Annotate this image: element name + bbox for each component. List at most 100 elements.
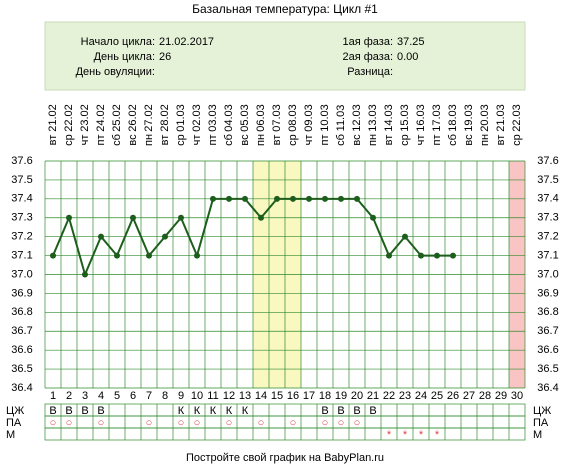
x-tick-label: 13 — [239, 390, 251, 402]
y-tick-label: 36.9 — [11, 287, 32, 299]
x-tick-label: 4 — [98, 390, 104, 402]
temperature-point — [66, 214, 72, 221]
y-tick-label-right: 36.9 — [537, 287, 558, 299]
y-tick-label-right: 37.6 — [537, 155, 558, 167]
row-label: ПА — [6, 417, 22, 429]
row-label-right: ЦЖ — [533, 405, 551, 417]
temperature-point — [82, 271, 88, 278]
date-label: 07.03 — [271, 104, 283, 132]
x-tick-label: 17 — [303, 390, 315, 402]
row-mark: ○ — [146, 417, 153, 429]
x-tick-label: 3 — [82, 390, 88, 402]
temperature-point — [418, 252, 424, 259]
date-label: 27.02 — [143, 104, 155, 132]
y-tick-label-right: 37.0 — [537, 268, 558, 280]
row-mark: * — [403, 429, 408, 441]
date-label: 08.03 — [287, 104, 299, 132]
footer: Постройте свой график на BabyPlan.ru — [186, 452, 384, 464]
weekday-label: ср — [511, 134, 523, 146]
info-label: 1ая фаза: — [342, 36, 393, 48]
row-mark: К — [178, 405, 185, 417]
weekday-label: пт — [207, 135, 219, 146]
row-mark: ○ — [290, 417, 297, 429]
weekday-label: ср — [175, 134, 187, 146]
date-label: 05.03 — [239, 104, 251, 132]
x-tick-label: 8 — [162, 390, 168, 402]
date-label: 26.02 — [127, 104, 139, 132]
weekday-label: ср — [287, 134, 299, 146]
weekday-label: пн — [479, 134, 491, 146]
info-label: День цикла: — [94, 51, 155, 63]
y-tick-label-right: 37.4 — [537, 193, 558, 205]
row-mark: В — [65, 405, 72, 417]
date-label: 02.03 — [191, 104, 203, 132]
temperature-point — [130, 214, 136, 221]
weekday-label: вс — [239, 134, 251, 146]
y-tick-label: 37.1 — [11, 249, 32, 261]
date-label: 21.02 — [47, 104, 59, 132]
weekday-label: чт — [191, 135, 203, 146]
x-tick-label: 23 — [399, 390, 411, 402]
date-label: 20.03 — [479, 104, 491, 132]
y-tick-label-right: 37.2 — [537, 231, 558, 243]
y-tick-label-right: 36.5 — [537, 363, 558, 375]
date-label: 22.03 — [511, 104, 523, 132]
temperature-point — [162, 233, 168, 240]
info-label: Разница: — [347, 66, 393, 78]
row-mark: В — [81, 405, 88, 417]
weekday-label: чт — [415, 135, 427, 146]
row-mark: ○ — [322, 417, 329, 429]
date-label: 01.03 — [175, 104, 187, 132]
date-label: 03.03 — [207, 104, 219, 132]
date-label: 06.03 — [255, 104, 267, 132]
row-label: М — [6, 429, 15, 441]
temperature-point — [50, 252, 56, 259]
y-tick-label-right: 36.7 — [537, 325, 558, 337]
x-tick-label: 20 — [351, 390, 363, 402]
weekday-label: вт — [47, 135, 59, 146]
y-tick-label: 36.5 — [11, 363, 32, 375]
temperature-point — [338, 195, 344, 202]
row-mark: * — [387, 429, 392, 441]
date-label: 12.03 — [351, 104, 363, 132]
temperature-point — [98, 233, 104, 240]
weekday-label: сб — [447, 134, 459, 146]
date-label: 09.03 — [303, 104, 315, 132]
y-tick-label: 37.4 — [11, 193, 32, 205]
date-label: 16.03 — [415, 104, 427, 132]
y-tick-label: 36.4 — [11, 382, 32, 394]
row-mark: ○ — [66, 417, 73, 429]
row-mark: ○ — [178, 417, 185, 429]
date-label: 28.02 — [159, 104, 171, 132]
temperature-point — [434, 252, 440, 259]
row-mark: * — [419, 429, 424, 441]
x-tick-label: 14 — [255, 390, 267, 402]
weekday-label: сб — [335, 134, 347, 146]
temperature-point — [114, 252, 120, 259]
temperature-point — [450, 252, 456, 259]
x-tick-label: 1 — [50, 390, 56, 402]
x-tick-label: 29 — [495, 390, 507, 402]
x-tick-label: 16 — [287, 390, 299, 402]
y-tick-label-right: 37.3 — [537, 212, 558, 224]
info-label: День овуляции: — [76, 66, 155, 78]
x-tick-label: 25 — [431, 390, 443, 402]
weekday-label: вт — [383, 135, 395, 146]
y-tick-label-right: 37.1 — [537, 249, 558, 261]
date-label: 10.03 — [319, 104, 331, 132]
y-tick-label-right: 36.6 — [537, 344, 558, 356]
x-tick-label: 11 — [207, 390, 218, 402]
row-mark: ○ — [98, 417, 105, 429]
info-panel — [44, 21, 526, 91]
weekday-label: чт — [79, 135, 91, 146]
y-tick-label: 37.6 — [11, 155, 32, 167]
weekday-label: вт — [495, 135, 507, 146]
weekday-label: вс — [463, 134, 475, 146]
temperature-point — [242, 195, 248, 202]
date-label: 25.02 — [111, 104, 123, 132]
row-mark: В — [321, 405, 328, 417]
info-value: 21.02.2017 — [159, 36, 214, 48]
y-tick-label: 36.8 — [11, 306, 32, 318]
weekday-label: пн — [143, 134, 155, 146]
